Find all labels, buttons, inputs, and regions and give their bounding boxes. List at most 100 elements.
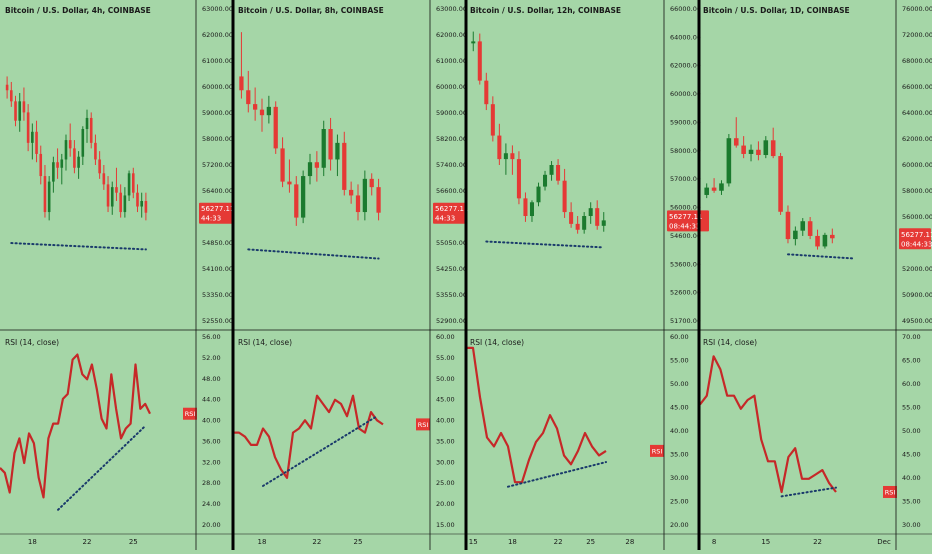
candle-body [576, 224, 580, 230]
rsi-tick-label: 50.00 [436, 375, 455, 383]
price-tick-label: 61000.00 [436, 57, 467, 65]
countdown-label: 08:44:33 [669, 222, 700, 230]
candle-body [23, 101, 26, 112]
price-tick-label: 58000.00 [670, 147, 701, 155]
price-tick-label: 61000.00 [202, 57, 233, 65]
candle-body [280, 148, 284, 181]
date-tick-label: 22 [554, 538, 563, 546]
price-tick-label: 60000.00 [436, 83, 467, 91]
panel-separator [698, 0, 701, 550]
price-tick-label: 56400.00 [202, 187, 233, 195]
candle-body [322, 129, 326, 168]
rsi-tick-label: 70.00 [902, 333, 921, 341]
rsi-tick-label: 45.00 [902, 451, 921, 459]
price-tick-label: 50900.00 [902, 291, 932, 299]
rsi-tick-label: 25.00 [436, 479, 455, 487]
price-tick-label: 54600.00 [670, 232, 701, 240]
rsi-tick-label: 60.00 [436, 333, 455, 341]
price-tick-label: 55050.00 [436, 239, 467, 247]
price-tick-label: 60000.00 [902, 161, 932, 169]
date-tick-label: 25 [354, 538, 363, 546]
price-tick-label: 62000.00 [902, 135, 932, 143]
candle-body [800, 221, 805, 230]
price-tick-label: 54100.00 [202, 265, 233, 273]
candle-body [136, 193, 139, 207]
candle-body [124, 195, 127, 212]
date-tick-label: 25 [586, 538, 595, 546]
candle-body [478, 41, 482, 80]
rsi-tick-label: 20.00 [670, 521, 689, 529]
candle-body [274, 107, 278, 149]
rsi-tick-label: 55.00 [902, 404, 921, 412]
date-tick-label: 18 [508, 538, 517, 546]
rsi-tick-label: 40.00 [436, 417, 455, 425]
candle-body [44, 176, 47, 212]
candle-body [823, 235, 828, 247]
candle-body [569, 212, 573, 224]
chart-title: Bitcoin / U.S. Dollar, 8h, COINBASE [238, 6, 384, 15]
candle-body [90, 118, 93, 143]
date-tick-label: 18 [258, 538, 267, 546]
candle-body [830, 235, 835, 238]
candle-body [128, 173, 131, 195]
candle-body [111, 187, 114, 206]
price-tick-label: 63000.00 [202, 5, 233, 13]
candle-body [778, 156, 783, 212]
candle-body [497, 136, 501, 160]
price-tick-label: 57400.00 [436, 161, 467, 169]
rsi-tick-label: 50.00 [902, 427, 921, 435]
rsi-tick-label: 60.00 [902, 380, 921, 388]
price-tick-label: 62000.00 [202, 31, 233, 39]
candle-body [756, 150, 761, 155]
price-tick-label: 64000.00 [902, 109, 932, 117]
last-price-label: 56277.11 [901, 231, 932, 239]
countdown-label: 08:44:33 [901, 240, 932, 248]
price-tick-label: 56000.00 [902, 213, 932, 221]
date-tick-label: 15 [469, 538, 478, 546]
candle-body [363, 179, 367, 212]
candle-body [94, 143, 97, 160]
rsi-tick-label: 28.00 [202, 479, 221, 487]
rsi-tag-label: RSI [652, 447, 663, 455]
candle-body [77, 157, 80, 168]
rsi-tick-label: 45.00 [670, 404, 689, 412]
candle-body [602, 220, 606, 225]
candle-body [69, 140, 72, 148]
rsi-label: RSI (14, close) [5, 338, 59, 347]
candle-body [6, 85, 9, 91]
candle-body [246, 90, 250, 104]
candle-body [523, 198, 527, 216]
candle-body [73, 148, 76, 167]
chart-title: Bitcoin / U.S. Dollar, 12h, COINBASE [470, 6, 621, 15]
candle-body [328, 129, 332, 159]
candle-body [815, 236, 820, 247]
last-price-label: 56277.11 [435, 205, 468, 213]
price-tick-label: 52600.00 [670, 289, 701, 297]
price-tick-label: 58000.00 [902, 187, 932, 195]
candle-body [315, 162, 319, 168]
price-tick-label: 72000.00 [902, 31, 932, 39]
candle-body [517, 159, 521, 198]
candle-body [530, 202, 534, 216]
candle-body [115, 187, 118, 193]
panel-separator [465, 0, 468, 550]
rsi-tick-label: 35.00 [670, 451, 689, 459]
candle-body [86, 118, 89, 129]
chart-title: Bitcoin / U.S. Dollar, 1D, COINBASE [703, 6, 850, 15]
rsi-tick-label: 65.00 [902, 357, 921, 365]
price-tick-label: 53600.00 [670, 260, 701, 268]
panel-separator [232, 0, 235, 550]
candle-body [356, 195, 360, 212]
candle-body [145, 201, 148, 213]
candle-body [563, 181, 567, 212]
rsi-tick-label: 24.00 [202, 500, 221, 508]
rsi-tick-label: 35.00 [902, 498, 921, 506]
rsi-tick-label: 15.00 [436, 521, 455, 529]
price-tick-label: 60000.00 [670, 90, 701, 98]
candle-body [287, 182, 291, 185]
candle-body [132, 173, 135, 192]
rsi-tick-label: 55.00 [436, 354, 455, 362]
rsi-tick-label: 48.00 [202, 375, 221, 383]
candle-body [370, 179, 374, 187]
candle-body [504, 153, 508, 159]
